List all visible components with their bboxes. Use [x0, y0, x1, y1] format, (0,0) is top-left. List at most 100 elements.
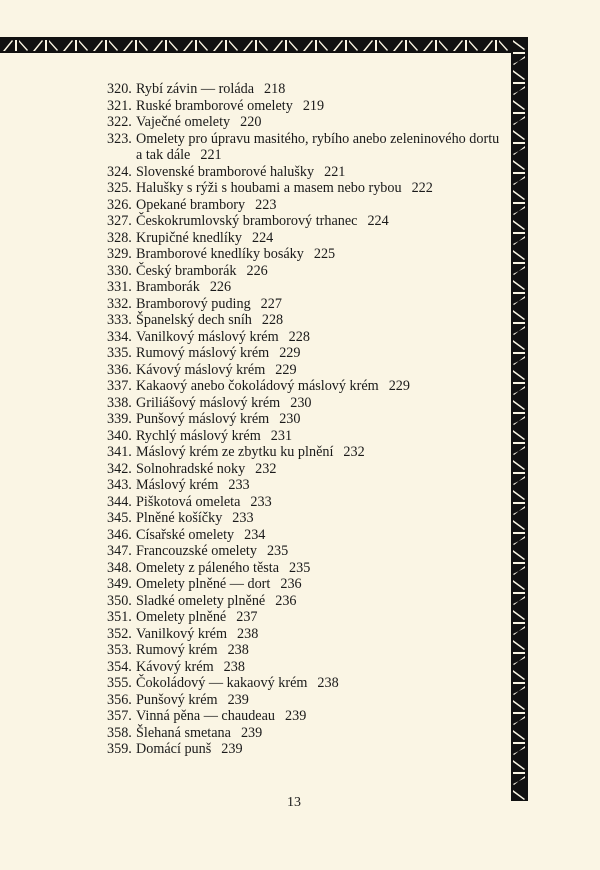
entry-number: 351.: [107, 609, 132, 625]
entry-number: 339.: [107, 411, 132, 427]
entry-title: Šlehaná smetana 239: [136, 724, 263, 741]
toc-entry: 323. Omelety pro úpravu masitého, rybího …: [107, 131, 507, 164]
toc-entry: 342. Solnohradské noky 232: [107, 461, 507, 478]
entry-page: 229: [388, 378, 410, 394]
entry-number: 321.: [107, 97, 132, 114]
entry-page: 228: [288, 328, 310, 345]
entry-number: 350.: [107, 592, 132, 609]
entry-page: 238: [223, 658, 245, 675]
entry-number: 320.: [107, 81, 132, 97]
entry-page: 233: [232, 510, 254, 526]
entry-page: 239: [227, 691, 249, 708]
toc-entry: 348. Omelety z páleného těsta 235: [107, 560, 507, 577]
entry-page: 226: [209, 279, 232, 295]
page-number: 13: [287, 795, 301, 810]
entry-number: 328.: [107, 229, 132, 246]
entry-title: Omelety z páleného těsta 235: [136, 559, 311, 576]
entry-number: 333.: [107, 312, 132, 328]
entry-number: 342.: [107, 460, 132, 477]
entry-page: 233: [250, 493, 272, 510]
entry-number: 331.: [107, 279, 132, 295]
toc-entry: 356. Punšový krém 239: [107, 692, 507, 709]
entry-page: 238: [227, 642, 249, 658]
entry-title: Čokoládový — kakaový krém 238: [136, 675, 339, 691]
entry-page: 227: [260, 295, 282, 312]
toc-entry: 326. Opekané brambory 223: [107, 197, 507, 214]
toc-entry: 334. Vanilkový máslový krém 228: [107, 329, 507, 346]
entry-page: 220: [240, 114, 262, 130]
entry-number: 352.: [107, 625, 132, 642]
entry-page: 235: [289, 559, 311, 576]
entry-title: Vinná pěna — chaudeau 239: [136, 708, 307, 724]
entry-page: 221: [324, 163, 346, 180]
entry-number: 329.: [107, 246, 132, 262]
entry-page: 230: [290, 394, 312, 411]
toc-entry: 336. Kávový máslový krém 229: [107, 362, 507, 379]
entry-title: Vanilkový krém 238: [136, 625, 259, 642]
entry-number: 347.: [107, 543, 132, 559]
entry-number: 324.: [107, 163, 132, 180]
entry-title: Kávový krém 238: [136, 658, 245, 675]
entry-number: 337.: [107, 378, 132, 394]
entry-page: 229: [275, 361, 297, 378]
entry-title: Máslový krém ze zbytku ku plnění 232: [136, 444, 365, 460]
entry-title: Halušky s rýži s houbami a masem nebo ry…: [136, 180, 433, 196]
entry-title: Rumový máslový krém 229: [136, 345, 301, 361]
entry-number: 325.: [107, 180, 132, 196]
entry-title: Francouzské omelety 235: [136, 543, 289, 559]
entry-page: 239: [240, 724, 263, 741]
toc-entry: 327. Českokrumlovský bramborový trhanec 22…: [107, 213, 507, 230]
entry-number: 330.: [107, 262, 132, 279]
entry-title: Slovenské bramborové halušky 221: [136, 163, 346, 180]
toc-entry: 331. Bramborák 226: [107, 279, 507, 296]
entry-title: Rumový krém 238: [136, 642, 249, 658]
toc-entry: 345. Plněné košíčky 233: [107, 510, 507, 527]
entry-number: 353.: [107, 642, 132, 658]
entry-page: 222: [411, 180, 433, 196]
entry-title: Kávový máslový krém 229: [136, 361, 297, 378]
entry-title: Španelský dech sníh 228: [136, 312, 284, 328]
entry-number: 359.: [107, 741, 132, 757]
entry-number: 323.: [107, 130, 132, 147]
toc-entry: 320. Rybí závin — roláda 218: [107, 81, 507, 98]
entry-page: 234: [244, 526, 266, 543]
entry-page: 239: [221, 741, 243, 757]
entry-number: 322.: [107, 114, 132, 130]
entry-page: 236: [280, 576, 302, 592]
entry-title: Piškotová omeleta 233: [136, 493, 272, 510]
entry-number: 357.: [107, 708, 132, 724]
entry-title: Krupičné knedlíky 224: [136, 229, 274, 246]
entry-number: 356.: [107, 691, 132, 708]
entry-number: 335.: [107, 345, 132, 361]
entry-title: Bramborové knedlíky bosáky 225: [136, 246, 336, 262]
entry-page: 224: [367, 213, 389, 229]
entry-title: Kakaový anebo čokoládový máslový krém 229: [136, 378, 410, 394]
entry-title: Griliášový máslový krém 230: [136, 394, 312, 411]
decorative-border-right: [511, 37, 528, 801]
entry-page: 231: [270, 427, 293, 444]
entry-title: Ruské bramborové omelety 219: [136, 97, 325, 114]
entry-page: 232: [343, 444, 365, 460]
entry-number: 355.: [107, 675, 132, 691]
entry-number: 336.: [107, 361, 132, 378]
entry-number: 340.: [107, 427, 132, 444]
toc-entry: 339. Punšový máslový krém 230: [107, 411, 507, 428]
toc-entry: 349. Omelety plněné — dort 236: [107, 576, 507, 593]
toc-entry: 352. Vanilkový krém 238: [107, 626, 507, 643]
entry-title: Plněné košíčky 233: [136, 510, 254, 526]
toc-entry: 355. Čokoládový — kakaový krém 238: [107, 675, 507, 692]
entry-page: 238: [237, 625, 259, 642]
toc-entry: 341. Máslový krém ze zbytku ku plnění 232: [107, 444, 507, 461]
entry-page: 221: [200, 147, 222, 163]
entry-number: 344.: [107, 493, 132, 510]
entry-title: Omelety pro úpravu masitého, rybího aneb…: [136, 130, 500, 164]
toc-entry: 338. Griliášový máslový krém 230: [107, 395, 507, 412]
toc-entry: 337. Kakaový anebo čokoládový máslový kré…: [107, 378, 507, 395]
entry-title: Císařské omelety 234: [136, 526, 266, 543]
toc-entry: 330. Český bramborák 226: [107, 263, 507, 280]
entry-title: Omelety plněné — dort 236: [136, 576, 302, 592]
entry-title: Opekané brambory 223: [136, 196, 277, 213]
entry-title: Máslový krém 233: [136, 477, 250, 493]
entry-title: Rychlý máslový krém 231: [136, 427, 293, 444]
entry-number: 346.: [107, 526, 132, 543]
